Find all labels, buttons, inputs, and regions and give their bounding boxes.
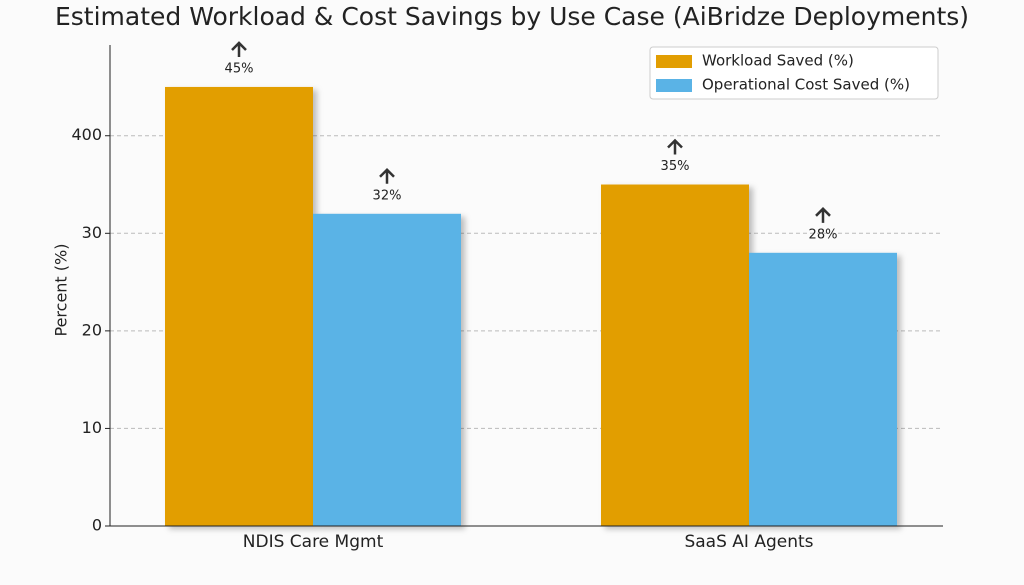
y-tick-label: 0 xyxy=(92,516,102,535)
arrow-icon xyxy=(379,168,395,184)
legend-label: Workload Saved (%) xyxy=(702,52,854,70)
chart-title: Estimated Workload & Cost Savings by Use… xyxy=(55,2,969,31)
arrow-icon xyxy=(815,207,831,223)
bar xyxy=(601,184,749,526)
legend-label: Operational Cost Saved (%) xyxy=(702,76,910,94)
bar xyxy=(165,86,313,527)
bar xyxy=(749,252,897,526)
y-axis-label: Percent (%) xyxy=(52,244,71,337)
x-tick-label: SaaS AI Agents xyxy=(684,532,813,552)
y-tick-label: 10 xyxy=(82,418,102,437)
value-label: 28% xyxy=(809,227,838,242)
value-label: 35% xyxy=(661,159,690,174)
y-tick-label: 20 xyxy=(82,320,102,339)
legend-swatch xyxy=(656,55,692,68)
y-tick-label: 400 xyxy=(71,125,102,144)
bar xyxy=(313,213,461,526)
legend: Workload Saved (%) Operational Cost Saved… xyxy=(649,46,939,100)
y-tick-label: 30 xyxy=(82,223,102,242)
legend-swatch xyxy=(656,79,692,92)
legend-box xyxy=(649,46,939,100)
arrow-icon xyxy=(231,41,247,57)
x-tick-label: NDIS Care Mgmt xyxy=(243,532,384,552)
value-label: 45% xyxy=(225,61,254,76)
arrow-icon xyxy=(667,138,683,155)
value-label: 32% xyxy=(373,188,402,203)
